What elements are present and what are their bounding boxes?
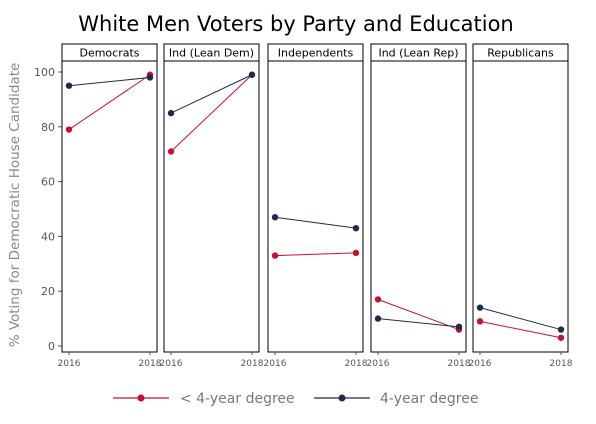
data-point (476, 318, 484, 325)
series-line (274, 216, 357, 229)
series-line (274, 252, 357, 257)
series-line (170, 74, 253, 114)
data-point (374, 296, 382, 303)
data-point (65, 126, 73, 133)
facet-strip-label: Ind (Lean Dem) (169, 47, 254, 60)
x-tick-label: 2018 (241, 359, 264, 369)
x-tick-label: 2018 (448, 359, 471, 369)
x-tick-label: 2018 (345, 359, 368, 369)
data-point (557, 326, 565, 333)
series-line (170, 74, 253, 152)
series-line (479, 320, 562, 339)
data-point (352, 249, 360, 257)
y-tick-label: 20 (41, 285, 55, 298)
series-line (68, 74, 151, 130)
x-tick-label: 2016 (160, 359, 183, 369)
y-tick-label: 80 (41, 121, 55, 134)
legend-swatch-point (338, 394, 346, 402)
x-tick-label: 2018 (139, 359, 162, 369)
panel-frame (61, 60, 158, 353)
data-point (271, 252, 279, 259)
facet-strip-label: Independents (278, 47, 354, 60)
y-tick-label: 60 (41, 176, 55, 189)
data-point (146, 74, 154, 81)
legend-label: < 4-year degree (180, 391, 295, 407)
series-line (68, 76, 151, 87)
facet-panel: Republicans 2016 2018 (469, 43, 573, 369)
data-point (557, 334, 565, 341)
legend-label: 4-year degree (380, 391, 478, 407)
series-line (479, 307, 562, 331)
legend-item: 4-year degree (314, 391, 478, 407)
series-line (377, 298, 460, 331)
data-point (271, 214, 279, 221)
x-tick-label: 2016 (469, 359, 492, 369)
series-line (377, 318, 460, 328)
x-tick-label: 2018 (550, 359, 573, 369)
facet-panel: Democrats 2016 2018 (58, 43, 162, 369)
data-point (248, 71, 256, 78)
data-point (374, 315, 382, 322)
facet-panel: Independents 2016 2018 (264, 43, 368, 369)
x-tick-label: 2016 (367, 359, 390, 369)
data-point (352, 224, 360, 232)
facet-strip-label: Democrats (79, 47, 139, 60)
panel-frame (267, 60, 364, 353)
data-point (167, 109, 175, 117)
legend-swatch-point (137, 394, 145, 402)
x-tick-label: 2016 (58, 359, 81, 369)
x-tick-label: 2016 (264, 359, 287, 369)
y-tick-label: 100 (34, 66, 55, 79)
legend-item: < 4-year degree (113, 391, 295, 407)
panel-frame (370, 60, 467, 353)
chart-title: White Men Voters by Party and Education (78, 12, 513, 36)
data-point (476, 304, 484, 311)
data-point (65, 82, 73, 89)
y-tick-label: 0 (48, 340, 55, 353)
y-tick-label: 40 (41, 230, 55, 243)
data-point (455, 323, 463, 331)
facet-strip-label: Republicans (487, 47, 554, 60)
facet-panel: Ind (Lean Rep) 2016 2018 (367, 43, 471, 369)
facet-strip-label: Ind (Lean Rep) (378, 47, 458, 60)
facet-panel: Ind (Lean Dem) 2016 2018 (160, 43, 264, 369)
y-axis-ticks: 0 20 40 60 80 100 (34, 66, 62, 353)
panel-frame (163, 60, 260, 353)
legend: < 4-year degree 4-year degree (113, 391, 478, 407)
panel-frame (472, 60, 569, 353)
y-axis-label: % Voting for Democratic House Candidate (7, 63, 23, 348)
data-point (167, 148, 175, 155)
